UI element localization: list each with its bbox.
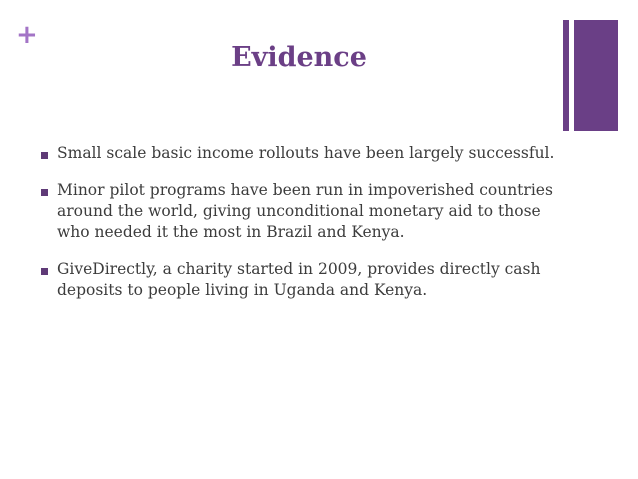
slide-title: Evidence	[231, 42, 367, 73]
decorative-bar-thin	[563, 20, 569, 131]
bullet-square-icon	[41, 152, 48, 159]
bullet-square-icon	[41, 268, 48, 275]
decorative-bar-wide	[574, 20, 618, 131]
bullet-item: Minor pilot programs have been run in im…	[41, 180, 571, 243]
bullet-text: Minor pilot programs have been run in im…	[57, 181, 553, 241]
bullet-list: Small scale basic income rollouts have b…	[41, 143, 571, 317]
bullet-item: GiveDirectly, a charity started in 2009,…	[41, 259, 571, 301]
bullet-text: GiveDirectly, a charity started in 2009,…	[57, 260, 541, 299]
bullet-text: Small scale basic income rollouts have b…	[57, 144, 555, 162]
bullet-square-icon	[41, 189, 48, 196]
plus-icon: +	[16, 20, 38, 50]
bullet-item: Small scale basic income rollouts have b…	[41, 143, 571, 164]
